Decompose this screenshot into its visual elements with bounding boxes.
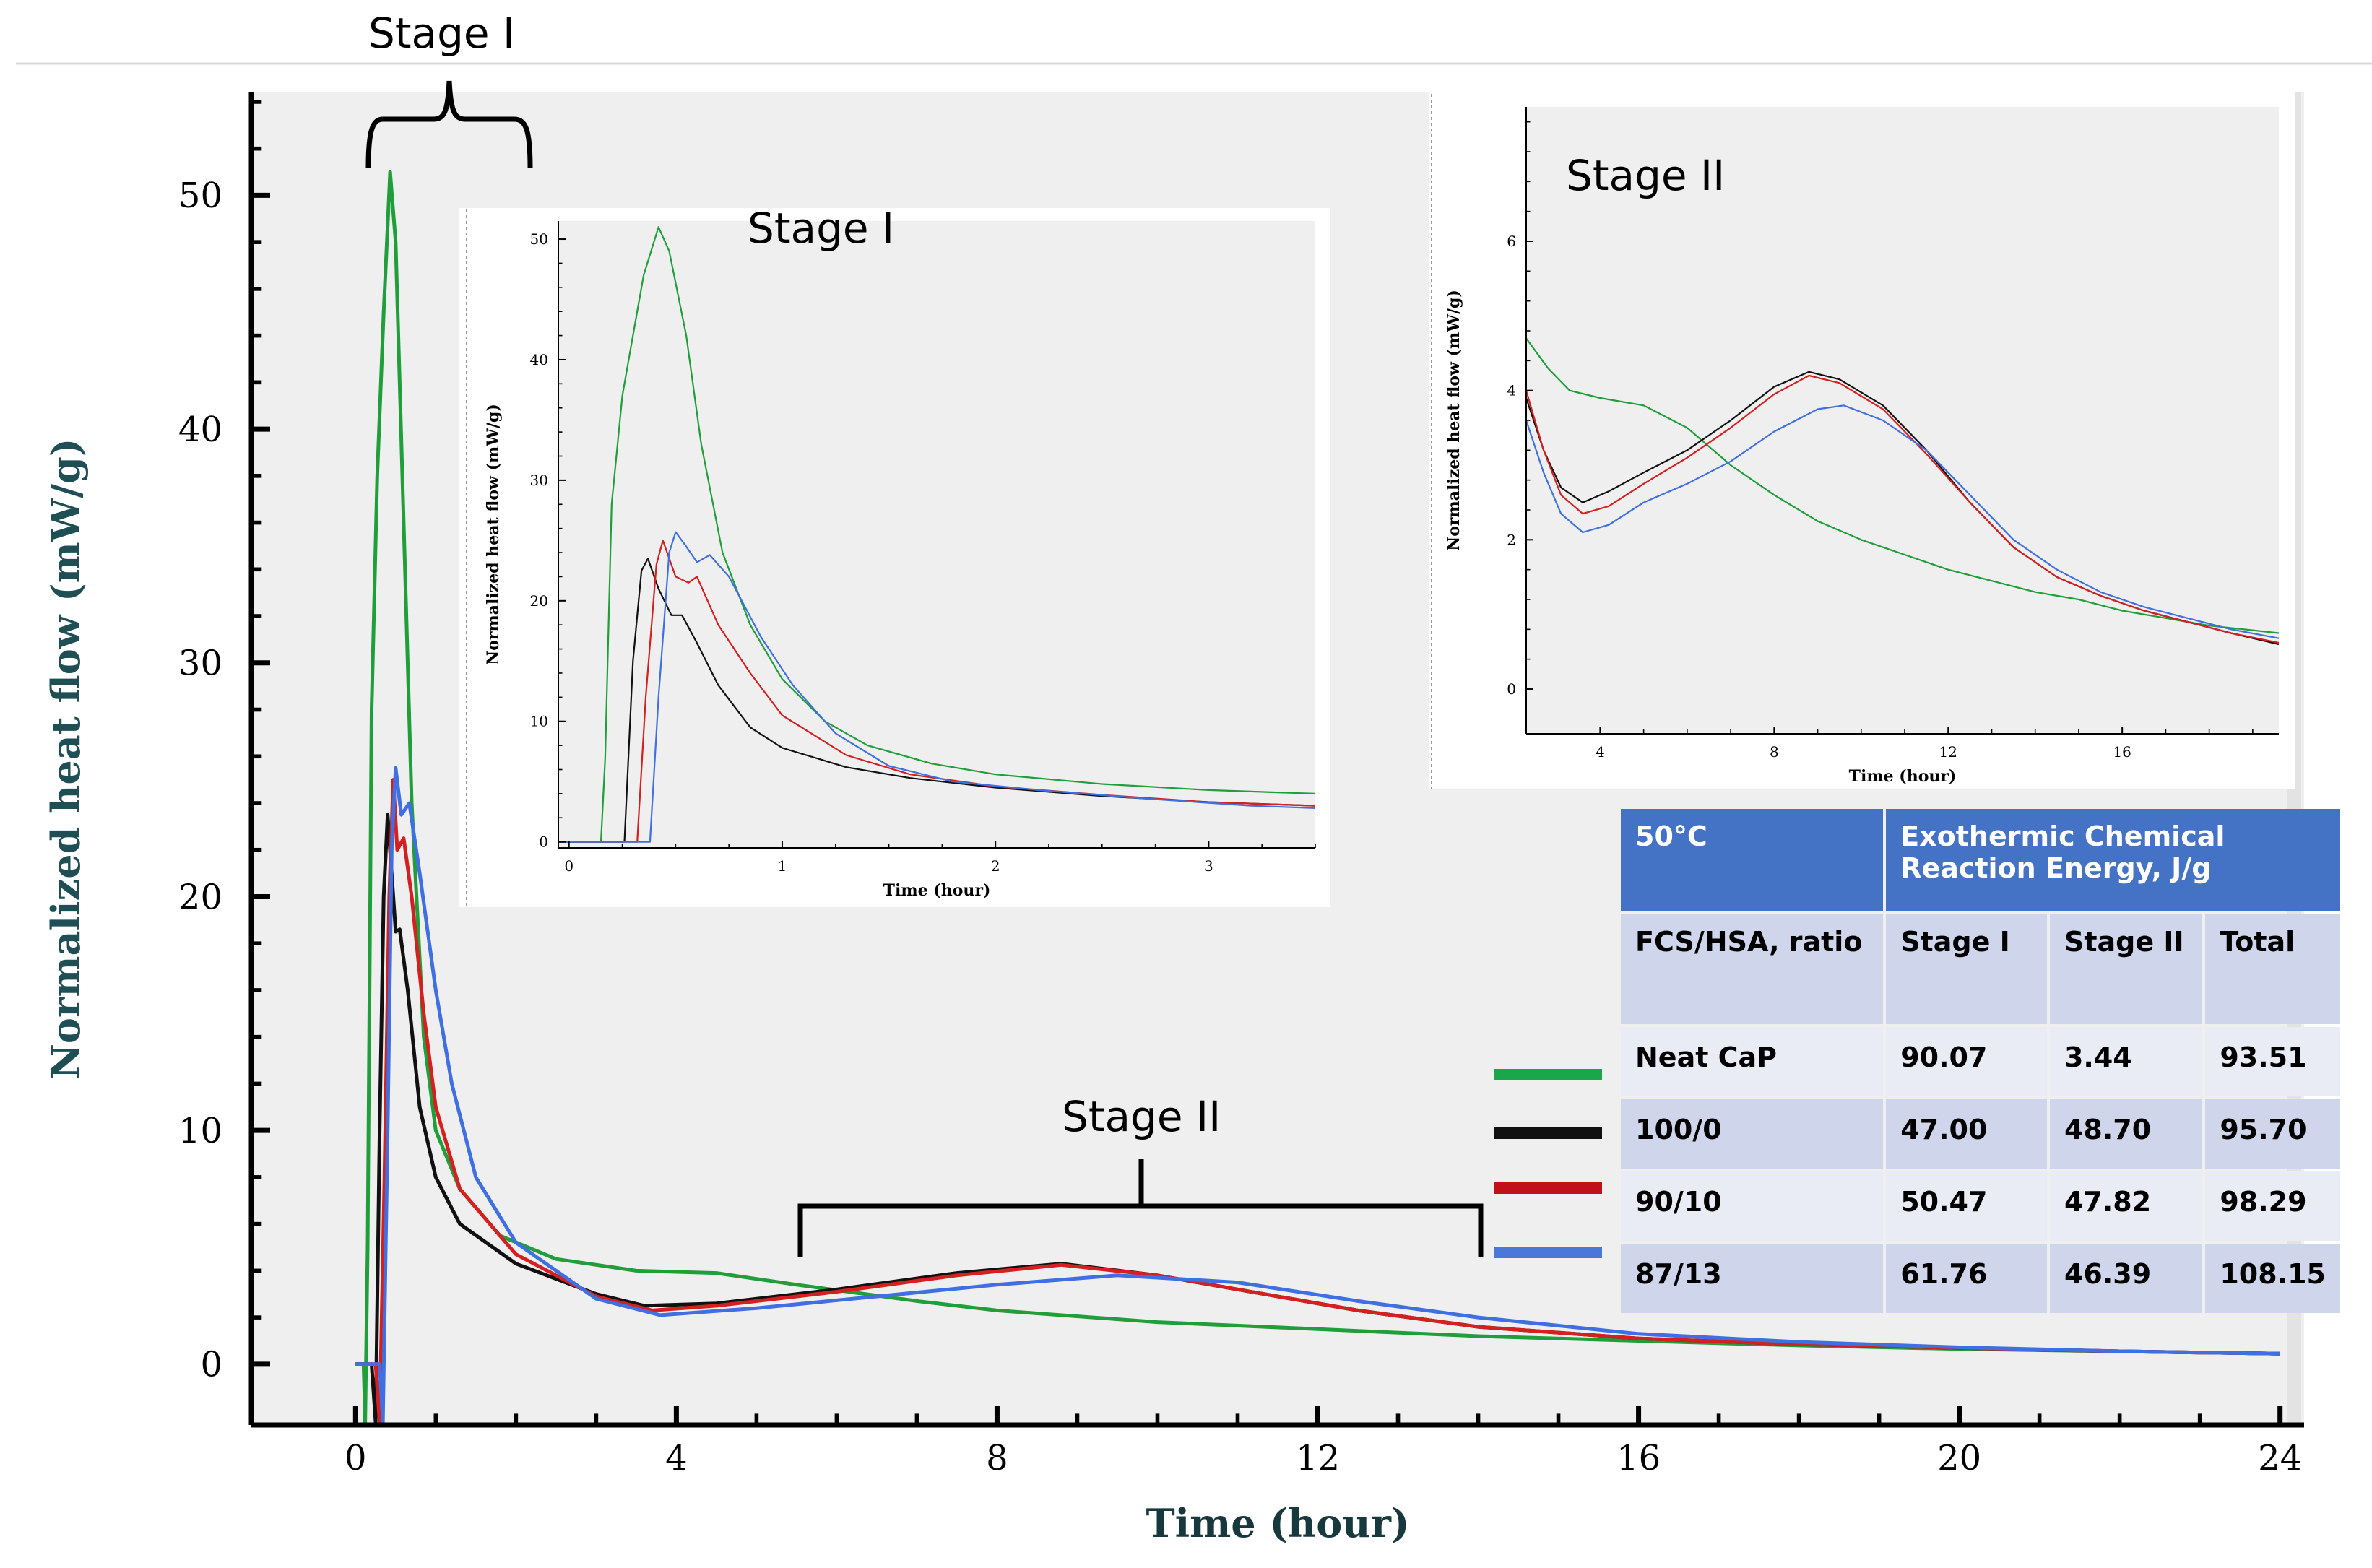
inset-stage-1-x-tick-label: 2 bbox=[991, 857, 1000, 875]
table-cell-stage-1: 47.00 bbox=[1886, 1099, 2047, 1169]
main-series-group bbox=[355, 170, 2280, 1425]
table-header-energy: Exothermic Chemical Reaction Energy, J/g bbox=[1886, 809, 2340, 911]
table-col-stage-2: Stage II bbox=[2049, 914, 2203, 1024]
inset-stage-1-y-tick-label: 10 bbox=[530, 713, 548, 730]
table-row-label: 100/0 bbox=[1621, 1099, 1884, 1169]
main-y-tick-label: 0 bbox=[200, 1345, 222, 1385]
table-cell-total: 93.51 bbox=[2205, 1027, 2340, 1096]
table-row: Neat CaP 90.07 3.44 93.51 bbox=[1621, 1027, 2340, 1096]
inset-stage-2-x-tick-label: 8 bbox=[1770, 743, 1779, 761]
inset-stage-2-y-tick-label: 4 bbox=[1507, 382, 1516, 399]
inset-stage-1-y-tick-label: 30 bbox=[530, 472, 548, 489]
legend-swatch-90-10 bbox=[1494, 1182, 1602, 1194]
inset-stage-2-y-tick-label: 0 bbox=[1507, 680, 1516, 698]
inset-stage-1-y-tick-label: 0 bbox=[539, 833, 548, 851]
main-x-tick-label: 12 bbox=[1296, 1438, 1340, 1478]
table-cell-stage-2: 3.44 bbox=[2049, 1027, 2203, 1096]
legend-swatch-87-13 bbox=[1494, 1247, 1602, 1258]
table-row: 87/13 61.76 46.39 108.15 bbox=[1621, 1244, 2340, 1313]
inset-stage-1-y-tick-label: 40 bbox=[530, 351, 548, 368]
inset-stage-1-y-axis-label: Normalized heat flow (mW/g) bbox=[484, 404, 503, 665]
inset-stage-1-series-group bbox=[558, 226, 1316, 843]
main-y-tick-label: 50 bbox=[178, 176, 222, 216]
stage-1-bracket bbox=[365, 80, 533, 168]
table-cell-stage-1: 61.76 bbox=[1886, 1244, 2047, 1313]
table-cell-stage-1: 50.47 bbox=[1886, 1171, 2047, 1241]
table-cell-total: 95.70 bbox=[2205, 1099, 2340, 1169]
main-y-tick-label: 40 bbox=[178, 410, 222, 450]
main-y-tick-label: 30 bbox=[178, 644, 222, 684]
inset-stage-2-axes-group: 4 8 12 16 0 2 4 6 Time (hour) Normalized heat flo… bbox=[1445, 107, 2279, 786]
inset-stage-2-y-tick-label: 2 bbox=[1507, 531, 1516, 548]
inset-stage-2-series-90-10 bbox=[1525, 374, 2280, 644]
main-x-tick-label: 0 bbox=[345, 1438, 367, 1478]
inset-stage-1-x-tick-label: 3 bbox=[1204, 857, 1213, 875]
inset-stage-1-series-100-0 bbox=[558, 558, 1316, 843]
main-y-tick-label: 10 bbox=[178, 1111, 222, 1151]
energy-table: 50°C Exothermic Chemical Reaction Energy… bbox=[1618, 806, 2343, 1316]
legend-swatch-neat-cap bbox=[1494, 1069, 1602, 1080]
table-row-label: 87/13 bbox=[1621, 1244, 1884, 1313]
table-col-total: Total bbox=[2205, 914, 2340, 1024]
inset-stage-2-x-axis-label: Time (hour) bbox=[1849, 767, 1957, 786]
main-x-axis-label: Time (hour) bbox=[1146, 1500, 1409, 1546]
inset-stage-2-x-tick-label: 4 bbox=[1596, 743, 1605, 761]
inset-stage-1-title: Stage I bbox=[748, 204, 894, 253]
stage-2-label: Stage II bbox=[1062, 1092, 1221, 1141]
main-series-87-13 bbox=[355, 766, 2280, 1425]
table-row-label: 90/10 bbox=[1621, 1171, 1884, 1241]
main-x-tick-label: 16 bbox=[1616, 1438, 1661, 1478]
main-y-tick-label: 20 bbox=[178, 877, 222, 917]
table-col-stage-1: Stage I bbox=[1886, 914, 2047, 1024]
stage-1-label: Stage I bbox=[368, 9, 515, 58]
inset-stage-2-series-group bbox=[1525, 337, 2280, 646]
inset-stage-1-plot-area bbox=[558, 221, 1315, 848]
inset-stage-1-y-tick-label: 20 bbox=[530, 592, 548, 610]
table-row: 90/10 50.47 47.82 98.29 bbox=[1621, 1171, 2340, 1241]
inset-stage-1-series-neat-cap bbox=[558, 226, 1316, 843]
table-cell-stage-2: 48.70 bbox=[2049, 1099, 2203, 1169]
inset-stage-1-series-87-13 bbox=[558, 531, 1316, 843]
inset-stage-2-series-neat-cap bbox=[1525, 337, 2280, 634]
inset-stage-2-x-tick-label: 16 bbox=[2113, 743, 2131, 761]
main-x-tick-label: 4 bbox=[665, 1438, 688, 1478]
inset-stage-2-plot-area bbox=[1526, 107, 2279, 734]
main-x-tick-label: 24 bbox=[2258, 1438, 2302, 1478]
inset-stage-1-x-tick-label: 1 bbox=[778, 857, 787, 875]
table-cell-total: 98.29 bbox=[2205, 1171, 2340, 1241]
inset-stage-1-y-tick-label: 50 bbox=[530, 230, 548, 248]
main-x-tick-label: 8 bbox=[986, 1438, 1008, 1478]
inset-stage-2-series-87-13 bbox=[1525, 404, 2280, 639]
main-x-tick-label: 20 bbox=[1937, 1438, 1981, 1478]
table-cell-stage-1: 90.07 bbox=[1886, 1027, 2047, 1096]
legend-swatch-100-0 bbox=[1494, 1127, 1602, 1139]
inset-stage-1-x-tick-label: 0 bbox=[564, 857, 573, 875]
table-row: 100/0 47.00 48.70 95.70 bbox=[1621, 1099, 2340, 1169]
table-col-ratio: FCS/HSA, ratio bbox=[1621, 914, 1884, 1024]
inset-stage-2-y-tick-label: 6 bbox=[1507, 233, 1516, 250]
inset-stage-2-x-tick-label: 12 bbox=[1939, 743, 1957, 761]
inset-stage-2-y-axis-label: Normalized heat flow (mW/g) bbox=[1445, 290, 1463, 551]
table-cell-stage-2: 47.82 bbox=[2049, 1171, 2203, 1241]
table-cell-total: 108.15 bbox=[2205, 1244, 2340, 1313]
stage-2-bracket bbox=[797, 1159, 1484, 1257]
inset-stage-2-title: Stage II bbox=[1566, 151, 1725, 200]
table-header-condition: 50°C bbox=[1621, 809, 1884, 911]
main-y-axis-label: Normalized heat flow (mW/g) bbox=[43, 438, 89, 1080]
table-row-label: Neat CaP bbox=[1621, 1027, 1884, 1096]
table-cell-stage-2: 46.39 bbox=[2049, 1244, 2203, 1313]
inset-stage-1-x-axis-label: Time (hour) bbox=[883, 881, 991, 900]
